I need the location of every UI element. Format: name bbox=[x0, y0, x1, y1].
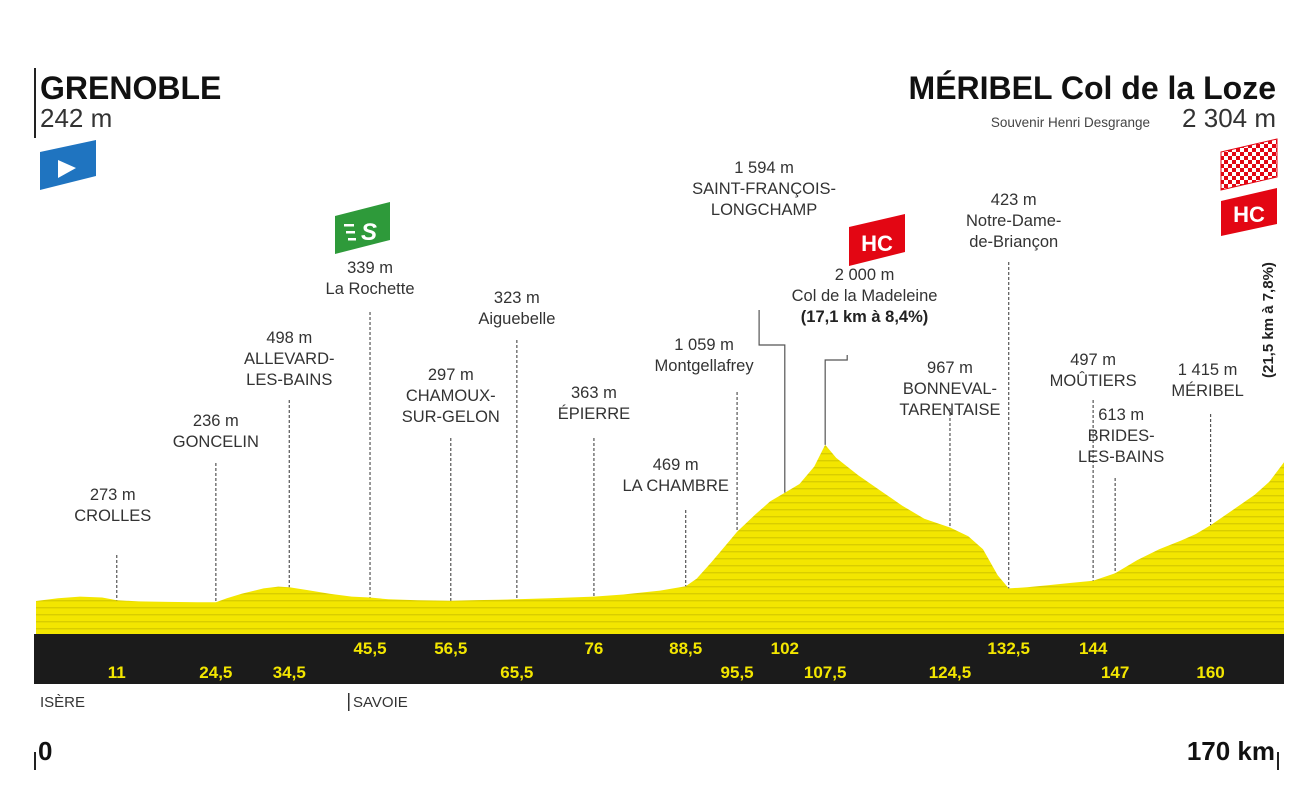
km-markers-top: 45,5 56,5 76 88,5 102 132,5 144 bbox=[353, 639, 1107, 658]
place-name: LA CHAMBRE bbox=[623, 477, 729, 495]
place-name: BRIDES- bbox=[1088, 427, 1155, 445]
place-altitude: 363 m bbox=[571, 384, 617, 402]
place-altitude: 469 m bbox=[653, 456, 699, 474]
place-altitude: 613 m bbox=[1098, 406, 1144, 424]
km-marker: 160 bbox=[1196, 663, 1224, 682]
place-name: Notre-Dame- bbox=[966, 212, 1061, 230]
elevation-profile bbox=[36, 444, 1284, 634]
leader-line bbox=[824, 355, 848, 445]
place-altitude: 297 m bbox=[428, 366, 474, 384]
place-altitude: 423 m bbox=[991, 191, 1037, 209]
start-bottom-tick bbox=[34, 752, 36, 770]
place-name: de-Briançon bbox=[969, 233, 1058, 251]
final-climb-note: (21,5 km à 7,8%) bbox=[1260, 262, 1277, 378]
km-marker: 102 bbox=[771, 639, 799, 658]
place-altitude: 1 059 m bbox=[674, 336, 734, 354]
place-altitude: 497 m bbox=[1070, 351, 1116, 369]
place-altitude: 273 m bbox=[90, 486, 136, 504]
place-name: LES-BAINS bbox=[1078, 448, 1164, 466]
region-isere: ISÈRE bbox=[40, 694, 85, 711]
leader-line bbox=[758, 310, 786, 493]
start-altitude: 242 m bbox=[40, 103, 112, 133]
place-name: CHAMOUX- bbox=[406, 387, 496, 405]
place-name: ALLEVARD- bbox=[244, 350, 334, 368]
km-marker: 45,5 bbox=[353, 639, 386, 658]
svg-text:HC: HC bbox=[1233, 202, 1265, 227]
svg-text:S: S bbox=[361, 219, 377, 246]
sprint-flag-icon: S bbox=[335, 202, 390, 254]
start-flag-icon bbox=[40, 140, 96, 190]
place-name: LES-BAINS bbox=[246, 371, 332, 389]
km-marker: 56,5 bbox=[434, 639, 467, 658]
distance-start: 0 bbox=[38, 736, 52, 766]
km-marker: 132,5 bbox=[987, 639, 1030, 658]
finish-town: MÉRIBEL Col de la Loze bbox=[909, 70, 1276, 106]
climb-stats: (17,1 km à 8,4%) bbox=[801, 308, 929, 326]
distance-end: 170 km bbox=[1187, 736, 1275, 766]
place-altitude: 1 594 m bbox=[734, 159, 794, 177]
svg-text:HC: HC bbox=[861, 231, 893, 256]
place-altitude: 236 m bbox=[193, 412, 239, 430]
km-markers-bottom: 11 24,5 34,5 65,5 95,5 107,5 124,5 147 160 bbox=[108, 663, 1225, 682]
km-band bbox=[34, 634, 1284, 684]
place-altitude: 1 415 m bbox=[1178, 361, 1238, 379]
km-marker: 95,5 bbox=[721, 663, 754, 682]
place-name: Montgellafrey bbox=[655, 357, 755, 375]
km-marker: 65,5 bbox=[500, 663, 533, 682]
place-name: La Rochette bbox=[326, 280, 415, 298]
finish-checkered-flag-icon bbox=[1220, 138, 1278, 191]
region-divider bbox=[348, 693, 350, 711]
km-marker: 34,5 bbox=[273, 663, 306, 682]
finish-altitude: 2 304 m bbox=[1182, 103, 1276, 133]
km-marker: 107,5 bbox=[804, 663, 847, 682]
place-name: SAINT-FRANÇOIS- bbox=[692, 180, 836, 198]
region-savoie: SAVOIE bbox=[353, 694, 408, 711]
place-name: Col de la Madeleine bbox=[792, 287, 938, 305]
start-town: GRENOBLE bbox=[40, 70, 221, 106]
place-name: BONNEVAL- bbox=[903, 380, 997, 398]
place-name: MOÛTIERS bbox=[1050, 371, 1137, 390]
place-name: Aiguebelle bbox=[478, 310, 555, 328]
start-marker-line bbox=[34, 68, 36, 138]
km-marker: 147 bbox=[1101, 663, 1129, 682]
place-name: CROLLES bbox=[74, 507, 151, 525]
place-altitude: 2 000 m bbox=[835, 266, 895, 284]
place-name: MÉRIBEL bbox=[1171, 381, 1243, 400]
place-altitude: 498 m bbox=[266, 329, 312, 347]
place-altitude: 323 m bbox=[494, 289, 540, 307]
km-marker: 11 bbox=[108, 663, 126, 682]
km-marker: 124,5 bbox=[929, 663, 972, 682]
finish-subtitle: Souvenir Henri Desgrange bbox=[991, 115, 1150, 130]
place-altitude: 967 m bbox=[927, 359, 973, 377]
place-name: LONGCHAMP bbox=[711, 201, 817, 219]
place-name: GONCELIN bbox=[173, 433, 259, 451]
hc-flag-icon: HC bbox=[849, 214, 905, 266]
finish-bottom-tick bbox=[1277, 752, 1279, 770]
km-marker: 144 bbox=[1079, 639, 1108, 658]
place-name: SUR-GELON bbox=[402, 408, 500, 426]
km-marker: 24,5 bbox=[199, 663, 232, 682]
km-marker: 76 bbox=[584, 639, 603, 658]
place-labels: 273 m CROLLES 236 m GONCELIN 498 m ALLEVARD- L… bbox=[74, 159, 1244, 603]
km-marker: 88,5 bbox=[669, 639, 702, 658]
place-name: ÉPIERRE bbox=[558, 404, 630, 423]
place-altitude: 339 m bbox=[347, 259, 393, 277]
finish-hc-flag-icon: HC bbox=[1221, 188, 1277, 236]
place-name: TARENTAISE bbox=[899, 401, 1000, 419]
